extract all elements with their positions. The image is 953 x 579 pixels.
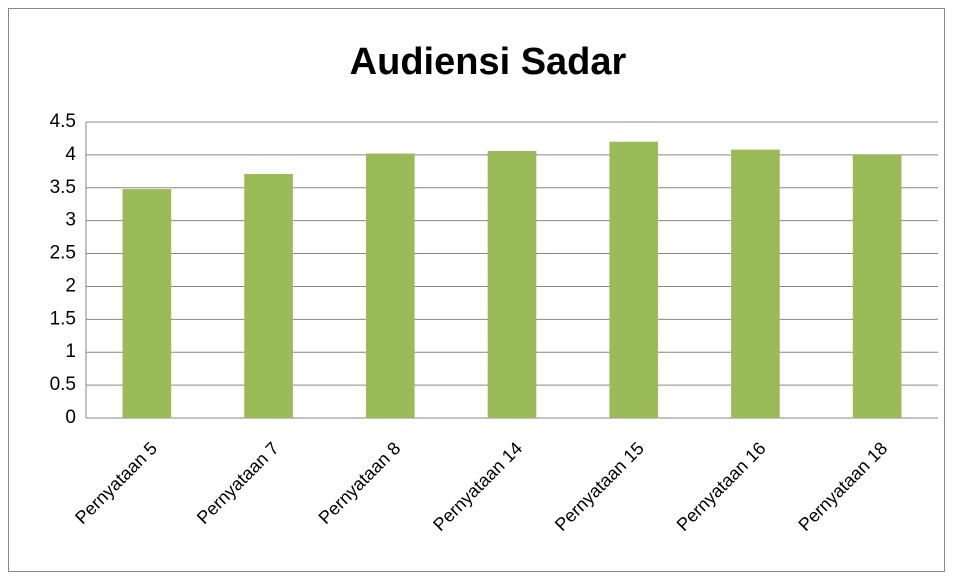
bar [244,173,293,418]
y-tick-label: 3 [65,210,76,231]
y-tick-label: 0.5 [50,374,76,395]
y-tick-label: 2.5 [50,243,76,264]
y-tick-label: 3.5 [50,177,76,198]
y-tick-label: 4 [65,144,76,165]
y-tick-label: 1.5 [50,308,76,329]
chart-title: Audiensi Sadar [350,41,627,83]
bar [487,150,537,419]
y-tick-label: 2 [65,275,76,296]
bar [122,189,172,418]
y-tick-label: 4.5 [50,111,76,132]
bar [852,154,902,418]
bar [365,153,415,418]
bar [731,149,780,419]
y-tick-label: 0 [65,407,76,428]
bar [609,141,659,418]
y-tick-label: 1 [65,341,76,362]
